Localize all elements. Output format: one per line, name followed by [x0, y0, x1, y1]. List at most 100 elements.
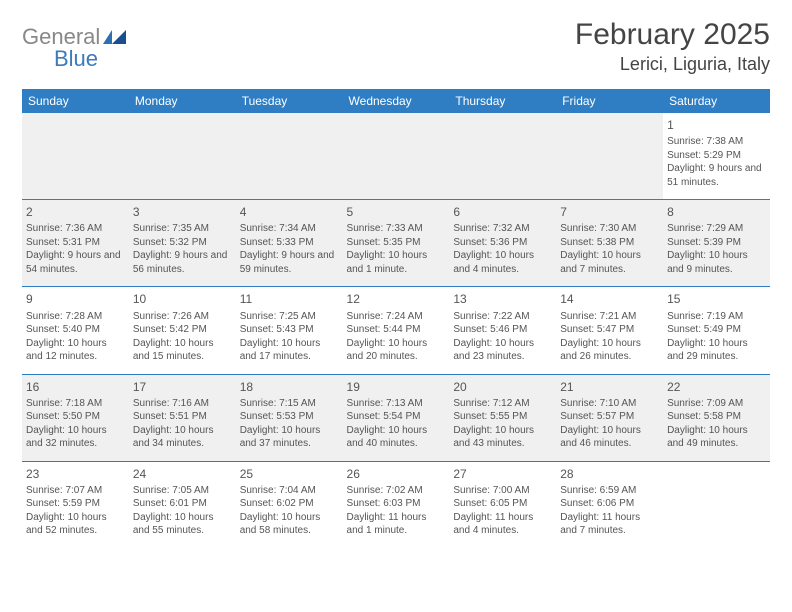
- day-number: 17: [133, 379, 232, 395]
- day-cell-12: 12Sunrise: 7:24 AMSunset: 5:44 PMDayligh…: [343, 287, 450, 374]
- sunrise: Sunrise: 7:00 AM: [453, 484, 552, 498]
- day-header-row: SundayMondayTuesdayWednesdayThursdayFrid…: [22, 89, 770, 113]
- sunrise: Sunrise: 7:16 AM: [133, 397, 232, 411]
- day-cell-18: 18Sunrise: 7:15 AMSunset: 5:53 PMDayligh…: [236, 375, 343, 462]
- day-cell-26: 26Sunrise: 7:02 AMSunset: 6:03 PMDayligh…: [343, 462, 450, 548]
- day-number: 22: [667, 379, 766, 395]
- daylight: Daylight: 11 hours and 7 minutes.: [560, 511, 659, 538]
- day-number: 28: [560, 466, 659, 482]
- empty-cell: [449, 113, 556, 200]
- sunset: Sunset: 5:32 PM: [133, 236, 232, 250]
- daylight: Daylight: 10 hours and 7 minutes.: [560, 249, 659, 276]
- daylight: Daylight: 10 hours and 37 minutes.: [240, 424, 339, 451]
- day-number: 6: [453, 204, 552, 220]
- sunrise: Sunrise: 7:24 AM: [347, 310, 446, 324]
- sunrise: Sunrise: 7:19 AM: [667, 310, 766, 324]
- sunset: Sunset: 5:43 PM: [240, 323, 339, 337]
- day-number: 20: [453, 379, 552, 395]
- daylight: Daylight: 10 hours and 20 minutes.: [347, 337, 446, 364]
- daylight: Daylight: 10 hours and 46 minutes.: [560, 424, 659, 451]
- sunset: Sunset: 5:49 PM: [667, 323, 766, 337]
- daylight: Daylight: 10 hours and 52 minutes.: [26, 511, 125, 538]
- day-cell-3: 3Sunrise: 7:35 AMSunset: 5:32 PMDaylight…: [129, 200, 236, 287]
- daylight: Daylight: 10 hours and 40 minutes.: [347, 424, 446, 451]
- sunset: Sunset: 5:51 PM: [133, 410, 232, 424]
- daylight: Daylight: 10 hours and 43 minutes.: [453, 424, 552, 451]
- sunrise: Sunrise: 7:28 AM: [26, 310, 125, 324]
- sunrise: Sunrise: 7:13 AM: [347, 397, 446, 411]
- week-row-3: 16Sunrise: 7:18 AMSunset: 5:50 PMDayligh…: [22, 375, 770, 462]
- sunset: Sunset: 5:39 PM: [667, 236, 766, 250]
- sunrise: Sunrise: 7:09 AM: [667, 397, 766, 411]
- day-number: 10: [133, 291, 232, 307]
- day-number: 3: [133, 204, 232, 220]
- empty-cell: [556, 113, 663, 200]
- day-header-friday: Friday: [556, 89, 663, 113]
- daylight: Daylight: 9 hours and 59 minutes.: [240, 249, 339, 276]
- daylight: Daylight: 10 hours and 1 minute.: [347, 249, 446, 276]
- day-cell-11: 11Sunrise: 7:25 AMSunset: 5:43 PMDayligh…: [236, 287, 343, 374]
- week-row-1: 2Sunrise: 7:36 AMSunset: 5:31 PMDaylight…: [22, 200, 770, 287]
- day-number: 23: [26, 466, 125, 482]
- daylight: Daylight: 10 hours and 9 minutes.: [667, 249, 766, 276]
- day-number: 19: [347, 379, 446, 395]
- sunset: Sunset: 5:57 PM: [560, 410, 659, 424]
- sunset: Sunset: 5:40 PM: [26, 323, 125, 337]
- sunset: Sunset: 5:47 PM: [560, 323, 659, 337]
- daylight: Daylight: 10 hours and 17 minutes.: [240, 337, 339, 364]
- day-cell-27: 27Sunrise: 7:00 AMSunset: 6:05 PMDayligh…: [449, 462, 556, 548]
- sunrise: Sunrise: 7:22 AM: [453, 310, 552, 324]
- day-number: 1: [667, 117, 766, 133]
- logo-triangle-icon: [103, 30, 112, 44]
- sunset: Sunset: 6:03 PM: [347, 497, 446, 511]
- sunrise: Sunrise: 7:34 AM: [240, 222, 339, 236]
- day-cell-13: 13Sunrise: 7:22 AMSunset: 5:46 PMDayligh…: [449, 287, 556, 374]
- sunset: Sunset: 5:42 PM: [133, 323, 232, 337]
- day-number: 5: [347, 204, 446, 220]
- day-number: 7: [560, 204, 659, 220]
- sunrise: Sunrise: 7:10 AM: [560, 397, 659, 411]
- day-cell-24: 24Sunrise: 7:05 AMSunset: 6:01 PMDayligh…: [129, 462, 236, 548]
- sunrise: Sunrise: 7:29 AM: [667, 222, 766, 236]
- header: General Blue February 2025 Lerici, Ligur…: [22, 18, 770, 75]
- day-cell-4: 4Sunrise: 7:34 AMSunset: 5:33 PMDaylight…: [236, 200, 343, 287]
- day-number: 18: [240, 379, 339, 395]
- daylight: Daylight: 10 hours and 32 minutes.: [26, 424, 125, 451]
- day-cell-10: 10Sunrise: 7:26 AMSunset: 5:42 PMDayligh…: [129, 287, 236, 374]
- sunset: Sunset: 5:31 PM: [26, 236, 125, 250]
- daylight: Daylight: 10 hours and 23 minutes.: [453, 337, 552, 364]
- sunset: Sunset: 5:46 PM: [453, 323, 552, 337]
- week-row-0: 1Sunrise: 7:38 AMSunset: 5:29 PMDaylight…: [22, 113, 770, 200]
- day-cell-8: 8 Sunrise: 7:29 AMSunset: 5:39 PMDaylight…: [663, 200, 770, 287]
- sunrise: Sunrise: 7:21 AM: [560, 310, 659, 324]
- day-cell-6: 6Sunrise: 7:32 AMSunset: 5:36 PMDaylight…: [449, 200, 556, 287]
- daylight: Daylight: 9 hours and 51 minutes.: [667, 162, 766, 189]
- sunset: Sunset: 6:06 PM: [560, 497, 659, 511]
- day-cell-9: 9Sunrise: 7:28 AMSunset: 5:40 PMDaylight…: [22, 287, 129, 374]
- month-title: February 2025: [575, 18, 770, 52]
- daylight: Daylight: 10 hours and 34 minutes.: [133, 424, 232, 451]
- daylight: Daylight: 10 hours and 4 minutes.: [453, 249, 552, 276]
- day-header-monday: Monday: [129, 89, 236, 113]
- daylight: Daylight: 11 hours and 1 minute.: [347, 511, 446, 538]
- sunrise: Sunrise: 7:32 AM: [453, 222, 552, 236]
- logo-triangle2-icon: [112, 30, 126, 44]
- day-cell-16: 16Sunrise: 7:18 AMSunset: 5:50 PMDayligh…: [22, 375, 129, 462]
- sunrise: Sunrise: 7:26 AM: [133, 310, 232, 324]
- day-number: 8: [667, 204, 766, 220]
- sunrise: Sunrise: 7:12 AM: [453, 397, 552, 411]
- title-block: February 2025 Lerici, Liguria, Italy: [575, 18, 770, 75]
- day-number: 9: [26, 291, 125, 307]
- daylight: Daylight: 10 hours and 26 minutes.: [560, 337, 659, 364]
- day-cell-2: 2Sunrise: 7:36 AMSunset: 5:31 PMDaylight…: [22, 200, 129, 287]
- day-cell-5: 5Sunrise: 7:33 AMSunset: 5:35 PMDaylight…: [343, 200, 450, 287]
- daylight: Daylight: 10 hours and 29 minutes.: [667, 337, 766, 364]
- day-cell-19: 19Sunrise: 7:13 AMSunset: 5:54 PMDayligh…: [343, 375, 450, 462]
- day-cell-25: 25Sunrise: 7:04 AMSunset: 6:02 PMDayligh…: [236, 462, 343, 548]
- empty-cell: [22, 113, 129, 200]
- day-number: 25: [240, 466, 339, 482]
- daylight: Daylight: 10 hours and 49 minutes.: [667, 424, 766, 451]
- empty-cell: [236, 113, 343, 200]
- sunrise: Sunrise: 7:02 AM: [347, 484, 446, 498]
- location: Lerici, Liguria, Italy: [575, 54, 770, 75]
